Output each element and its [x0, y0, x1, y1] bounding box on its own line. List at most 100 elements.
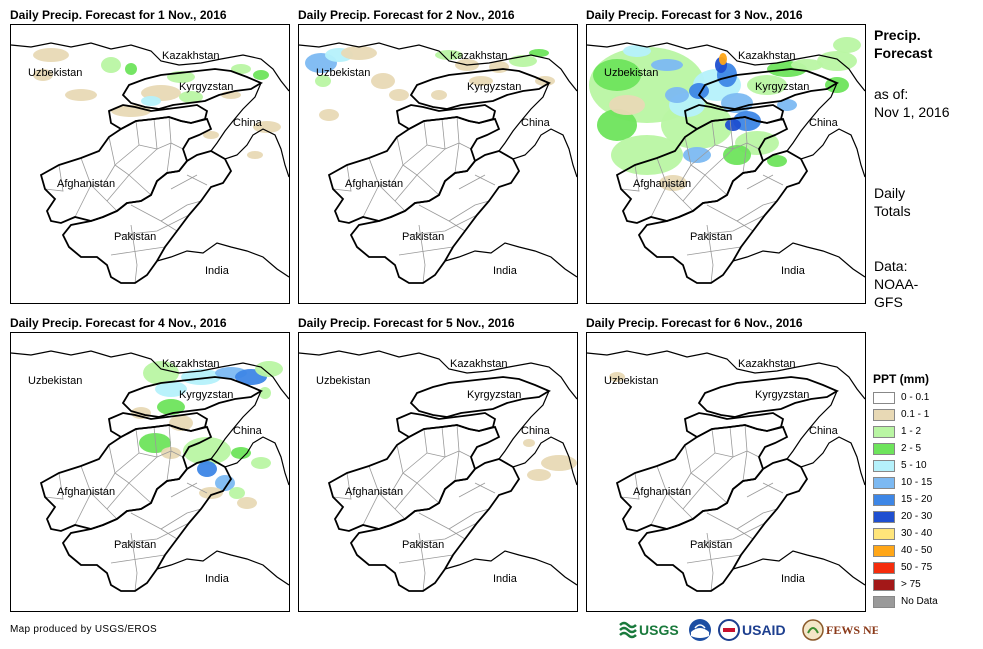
province-boundary [474, 482, 496, 494]
precip-area [529, 49, 549, 57]
forecast-map: Kazakhstan Uzbekistan Kyrgyzstan China Afgha… [586, 332, 866, 612]
country-boundary [156, 242, 289, 278]
province-boundary [394, 174, 418, 202]
country-label: Afghanistan [633, 178, 691, 190]
legend-label: 10 - 15 [901, 477, 933, 488]
precip-area [833, 37, 861, 53]
legend-swatch [873, 391, 895, 404]
usaid-logo: USAID [718, 618, 796, 642]
country-boundary [498, 390, 577, 486]
province-boundary [706, 532, 714, 592]
precip-area [139, 433, 171, 453]
precip-layer [609, 372, 625, 382]
precip-area [665, 87, 689, 103]
side-asof-line1: as of: [874, 86, 909, 102]
country-label: Kyrgyzstan [467, 389, 521, 401]
province-boundary [732, 424, 748, 458]
country-label: India [205, 573, 230, 585]
country-label: Afghanistan [345, 178, 403, 190]
province-boundary [690, 472, 728, 504]
province-boundary [736, 508, 778, 530]
province-boundary [686, 246, 742, 256]
legend-item: 5 - 10 [873, 457, 973, 474]
panel-title: Daily Precip. Forecast for 1 Nov., 2016 [10, 8, 227, 22]
map-canvas: Kazakhstan Uzbekistan Kyrgyzstan China Afgha… [587, 37, 865, 284]
province-boundary [170, 450, 184, 458]
province-boundary [620, 472, 640, 500]
country-boundary [683, 104, 785, 131]
province-boundary [166, 142, 172, 174]
country-label: Pakistan [114, 231, 156, 243]
province-boundary [426, 118, 446, 150]
legend-label: No Data [901, 596, 938, 607]
precip-area [683, 147, 711, 163]
side-data-line3: GFS [874, 294, 903, 310]
country-label: Pakistan [114, 539, 156, 551]
precip-layer [33, 48, 281, 159]
country-boundary [637, 150, 809, 284]
legend-title: PPT (mm) [873, 372, 930, 386]
province-boundary [448, 200, 490, 222]
side-asof: as of: Nov 1, 2016 [874, 85, 950, 121]
precip-area [747, 75, 787, 95]
province-boundary [682, 174, 706, 202]
country-boundary [61, 150, 233, 284]
precip-area [101, 57, 121, 73]
province-boundary [762, 482, 784, 494]
province-boundary [682, 482, 706, 510]
country-label: Kazakhstan [738, 50, 795, 62]
country-boundary [61, 458, 233, 592]
province-boundary [696, 522, 766, 544]
country-boundary [395, 104, 497, 131]
province-boundary [120, 522, 190, 544]
country-boundary [697, 68, 839, 110]
province-boundary [130, 512, 178, 540]
legend-swatch [873, 459, 895, 472]
precip-area [125, 63, 137, 75]
province-boundary [690, 164, 728, 196]
precip-area [157, 399, 185, 415]
country-boundary [732, 242, 865, 278]
legend-item: 0.1 - 1 [873, 406, 973, 423]
province-boundary [402, 428, 428, 474]
country-label: Kazakhstan [450, 358, 507, 370]
province-boundary [458, 174, 486, 190]
country-boundary [121, 68, 263, 110]
legend-label: 20 - 30 [901, 511, 933, 522]
province-boundary [408, 214, 478, 236]
country-boundary [587, 350, 865, 400]
province-boundary [742, 450, 748, 482]
side-title-line2: Forecast [874, 45, 933, 61]
legend-swatch [873, 578, 895, 591]
side-title-line1: Precip. [874, 27, 921, 43]
precip-area [247, 151, 263, 159]
usaid-logo-mark: USAID [718, 619, 786, 641]
province-boundary [91, 136, 116, 186]
legend-label: 30 - 40 [901, 528, 933, 539]
precip-area [199, 487, 223, 499]
province-boundary [332, 164, 352, 192]
province-boundary [91, 444, 116, 494]
country-label: Pakistan [690, 539, 732, 551]
panel-title: Daily Precip. Forecast for 2 Nov., 2016 [298, 8, 515, 22]
panel-title: Daily Precip. Forecast for 6 Nov., 2016 [586, 316, 803, 330]
province-boundary [402, 472, 440, 504]
province-boundary [448, 508, 490, 530]
precip-area [623, 45, 651, 57]
province-boundary [379, 136, 404, 186]
precip-area [431, 90, 447, 100]
precip-area [609, 372, 625, 382]
precip-area [143, 361, 179, 385]
usaid-logo-text: USAID [742, 622, 786, 638]
precip-area [725, 119, 741, 131]
province-boundary [186, 174, 208, 186]
province-boundary [106, 482, 130, 510]
precip-area [609, 95, 645, 115]
province-boundary [746, 174, 774, 190]
province-boundary [458, 142, 472, 150]
country-boundary [409, 68, 551, 110]
precip-area [371, 73, 395, 89]
legend-swatch [873, 561, 895, 574]
province-boundary [128, 456, 158, 484]
country-label: India [781, 265, 806, 277]
